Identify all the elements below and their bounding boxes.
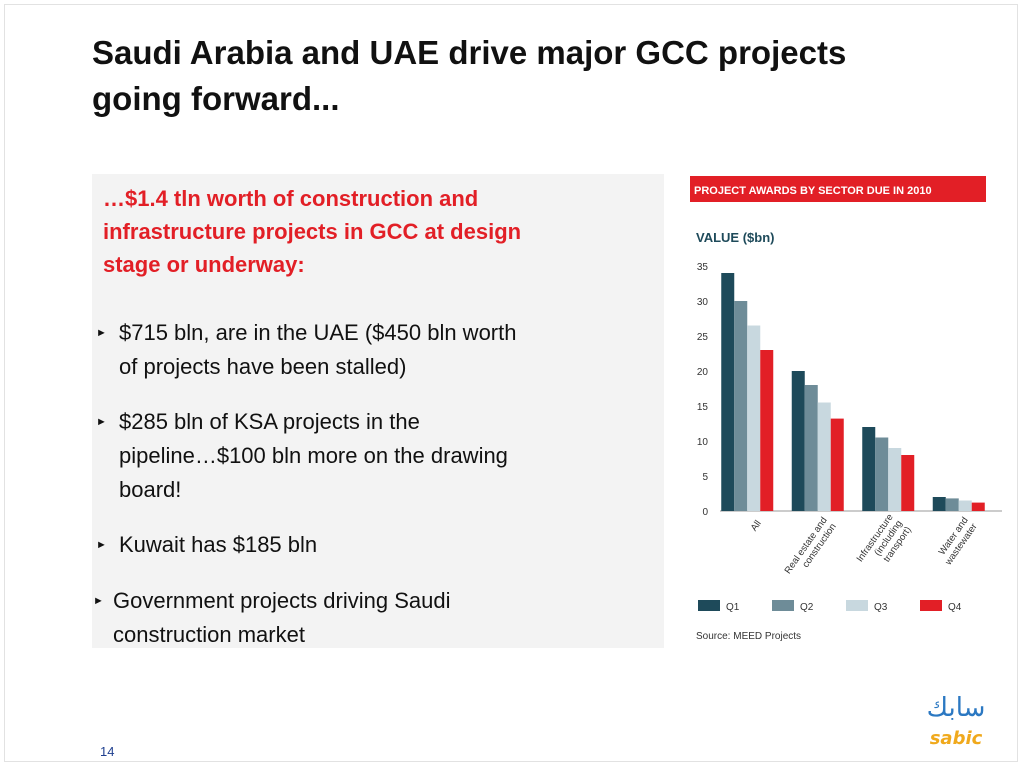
- y-tick-label: 25: [697, 332, 709, 343]
- logo-latin: sabic: [930, 728, 983, 749]
- bar-q1: [791, 371, 805, 511]
- y-axis-label: VALUE ($bn): [696, 230, 774, 245]
- bullet-line: Kuwait has $185 bln: [119, 532, 318, 557]
- y-tick-label: 20: [697, 367, 709, 378]
- slide-title: Saudi Arabia and UAE drive major GCC pro…: [92, 30, 1012, 122]
- bullet-arrow-icon: ►: [96, 539, 107, 551]
- bar-q3: [747, 325, 761, 511]
- heading-line: …$1.4 tln worth of construction and: [103, 186, 479, 211]
- bar-q4: [760, 350, 774, 511]
- bullet-text: $715 bln, are in the UAE ($450 bln worth…: [119, 316, 516, 384]
- bar-q2: [804, 385, 818, 511]
- bullet-arrow-icon: ►: [96, 416, 107, 428]
- bullet-text: Kuwait has $185 bln: [119, 528, 317, 562]
- bullet-arrow-icon: ►: [96, 327, 107, 339]
- slide-frame: [4, 4, 1018, 762]
- legend-label-q3: Q3: [874, 602, 888, 613]
- y-tick-label: 35: [697, 262, 709, 273]
- x-category-label: Water andwastewater: [934, 515, 980, 568]
- bar-q1: [932, 497, 946, 511]
- legend-label-q1: Q1: [726, 602, 740, 613]
- legend-label-q4: Q4: [948, 602, 962, 613]
- bar-q4: [830, 418, 844, 511]
- page-number: 14: [100, 744, 115, 759]
- legend-label-q2: Q2: [800, 602, 814, 613]
- x-category-label: Real estate andconstruction: [783, 515, 839, 582]
- bullet-line: of projects have been stalled): [119, 354, 407, 379]
- bullet-line: construction market: [113, 622, 305, 647]
- bullet-line: Government projects driving Saudi: [113, 588, 451, 613]
- bar-q2: [734, 301, 748, 511]
- legend-swatch-q4: [920, 600, 942, 611]
- bar-q2: [945, 498, 959, 511]
- sabic-logo-mark: سابك sabic: [927, 693, 986, 749]
- bar-q2: [875, 437, 889, 511]
- panel-heading: …$1.4 tln worth of construction and infr…: [103, 182, 655, 281]
- title-line: going forward...: [92, 80, 340, 117]
- y-tick-label: 30: [697, 297, 709, 308]
- sabic-logo: سابك sabic: [906, 690, 1006, 750]
- bullet-arrow-icon: ►: [93, 595, 104, 607]
- bullet-line: $285 bln of KSA projects in the: [119, 409, 420, 434]
- bullet-text: $285 bln of KSA projects in the pipeline…: [119, 405, 508, 507]
- bar-q3: [817, 402, 831, 511]
- y-tick-label: 0: [702, 507, 708, 518]
- bar-q1: [721, 273, 735, 511]
- y-tick-label: 10: [697, 437, 709, 448]
- bar-q3: [958, 500, 972, 511]
- x-category-line: All: [749, 518, 764, 533]
- legend-swatch-q2: [772, 600, 794, 611]
- chart-source: Source: MEED Projects: [696, 631, 801, 642]
- legend-swatch-q3: [846, 600, 868, 611]
- legend-swatch-q1: [698, 600, 720, 611]
- heading-line: stage or underway:: [103, 252, 305, 277]
- chart-title-band: [690, 176, 986, 202]
- heading-line: infrastructure projects in GCC at design: [103, 219, 522, 244]
- x-category-label: All: [749, 518, 764, 533]
- logo-arabic: سابك: [927, 693, 986, 723]
- bullet-line: $715 bln, are in the UAE ($450 bln worth: [119, 320, 517, 345]
- bar-q4: [971, 502, 985, 511]
- bar-q3: [888, 448, 902, 511]
- text-panel: …$1.4 tln worth of construction and infr…: [92, 174, 664, 648]
- bullet-text: Government projects driving Saudi constr…: [113, 584, 451, 652]
- sector-awards-chart: PROJECT AWARDS BY SECTOR DUE IN 2010 VALU…: [686, 170, 1006, 650]
- chart-svg: PROJECT AWARDS BY SECTOR DUE IN 2010 VALU…: [690, 176, 1002, 642]
- title-line: Saudi Arabia and UAE drive major GCC pro…: [92, 34, 847, 71]
- y-tick-label: 15: [697, 402, 709, 413]
- bullet-line: board!: [119, 477, 182, 502]
- bar-q1: [862, 427, 876, 511]
- chart-title: PROJECT AWARDS BY SECTOR DUE IN 2010: [694, 185, 932, 197]
- x-category-label: Infrastructure(includingtransport): [855, 512, 914, 577]
- bullet-line: pipeline…$100 bln more on the drawing: [119, 443, 508, 468]
- y-tick-label: 5: [702, 472, 708, 483]
- bar-q4: [901, 455, 915, 511]
